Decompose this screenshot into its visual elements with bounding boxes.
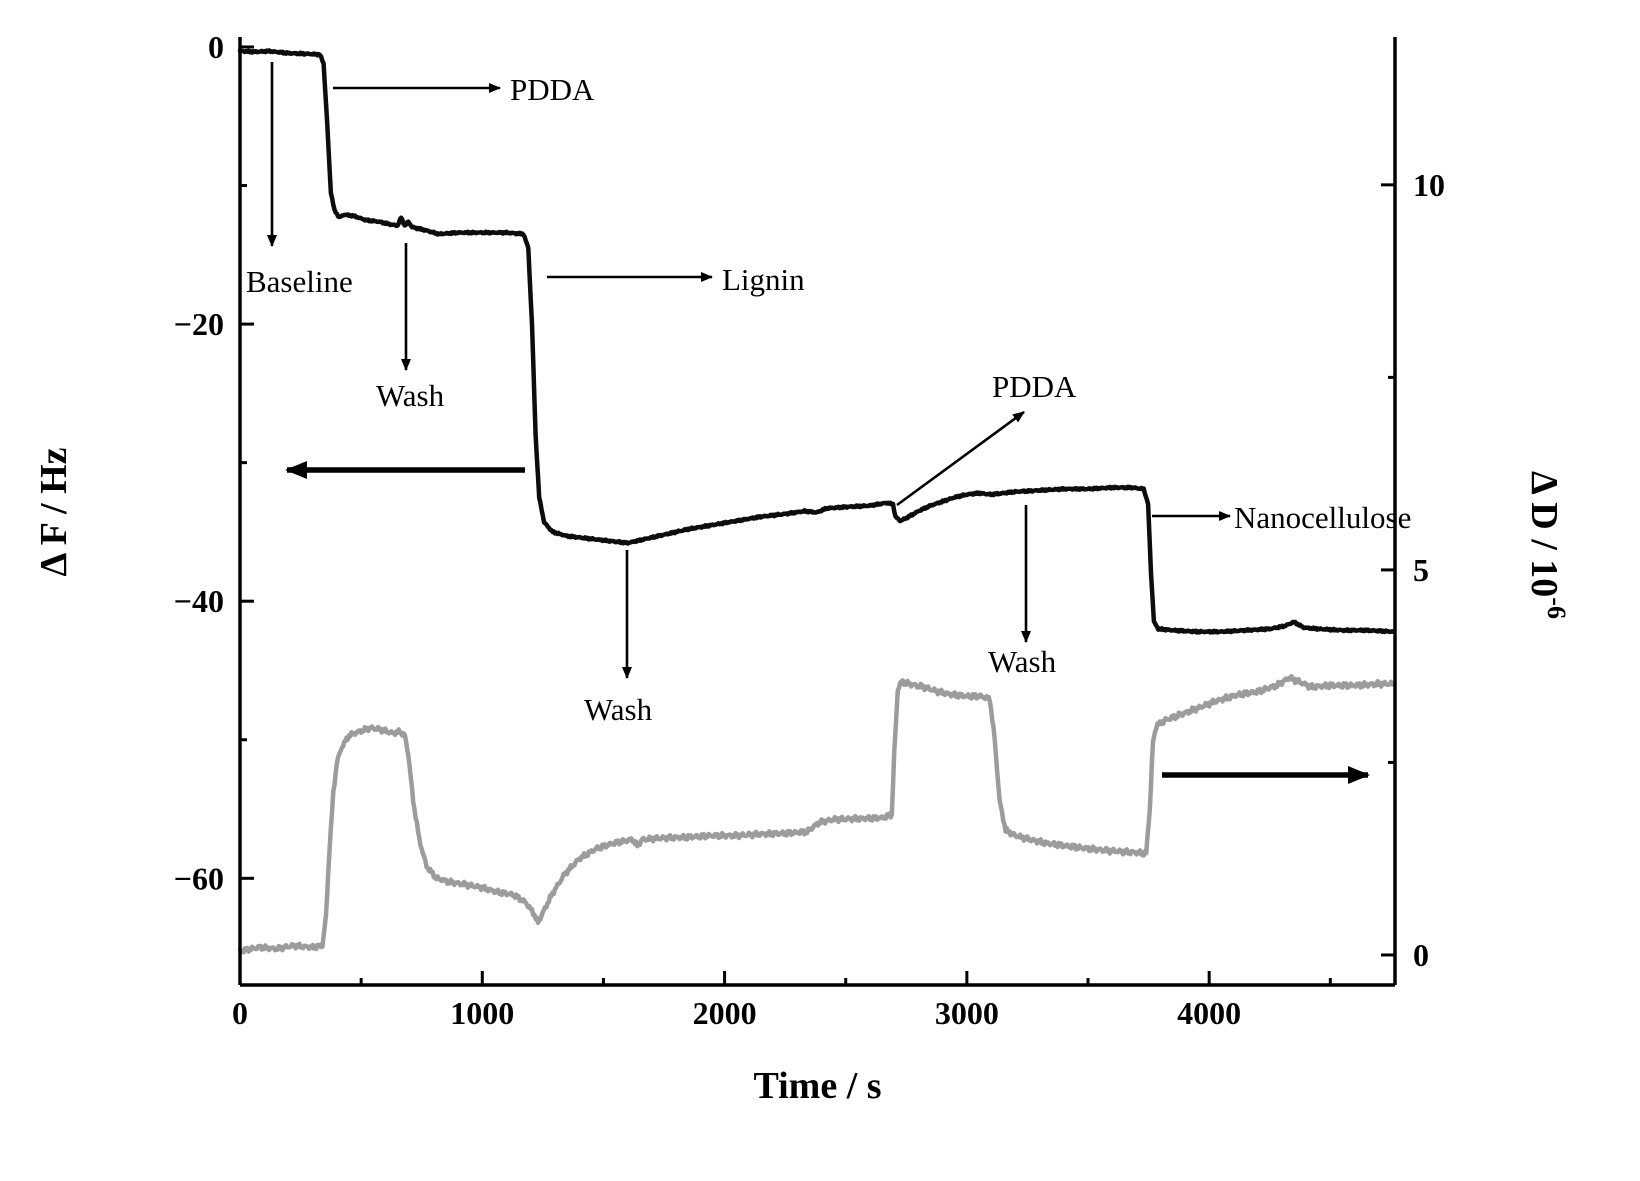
- left-tick-label: −20: [174, 306, 224, 342]
- y-axis-left-title: Δ F / Hz: [33, 447, 75, 576]
- left-tick-label: −40: [174, 583, 224, 619]
- tick-labels: 0 1000 2000 3000 4000 0 −20 −40 −60 10 5 0: [174, 29, 1445, 1031]
- annotation-label-pdda-2: PDDA: [992, 369, 1077, 404]
- annotation-label-wash-2: Wash: [584, 692, 653, 727]
- annotation-label-pdda-1: PDDA: [510, 72, 595, 107]
- right-tick-label: 5: [1413, 552, 1429, 588]
- annotation-label-lignin: Lignin: [722, 262, 805, 297]
- left-tick-label: 0: [208, 29, 224, 65]
- annotation-baseline: Baseline: [246, 62, 353, 299]
- annotation-nanocellulose: Nanocellulose: [1152, 500, 1411, 535]
- x-tick-label: 3000: [935, 995, 999, 1031]
- right-tick-label: 0: [1413, 937, 1429, 973]
- left-tick-label: −60: [174, 860, 224, 896]
- annotation-lignin: Lignin: [547, 262, 805, 297]
- annotation-pdda-2: PDDA: [896, 369, 1077, 507]
- annotation-wash-2: Wash: [584, 550, 653, 727]
- annotations: Baseline PDDA Wash Lignin Wash PDDA Wash Nanoce…: [246, 62, 1411, 784]
- x-tick-label: 2000: [693, 995, 757, 1031]
- x-tick-label: 4000: [1177, 995, 1241, 1031]
- x-axis-title: Time / s: [753, 1065, 881, 1107]
- annotation-wash-1: Wash: [376, 243, 445, 413]
- annotation-arrow: [896, 410, 1025, 507]
- x-tick-label: 1000: [450, 995, 514, 1031]
- annotation-label-nanocellulose: Nanocellulose: [1234, 500, 1411, 535]
- annotation-label-wash-1: Wash: [376, 378, 445, 413]
- right-tick-label: 10: [1413, 167, 1445, 203]
- annotation-label-baseline: Baseline: [246, 264, 353, 299]
- series-delta-F-frequency: [237, 48, 1396, 635]
- annotation-wash-3: Wash: [988, 505, 1057, 679]
- series-delta-D-dissipation: [237, 673, 1396, 955]
- x-tick-label: 0: [232, 995, 248, 1031]
- y-axis-right-title: Δ D / 10-6: [1523, 471, 1571, 619]
- ticks: [238, 45, 1395, 985]
- annotation-label-wash-3: Wash: [988, 644, 1057, 679]
- axes: [238, 37, 1397, 987]
- annotation-pdda-1: PDDA: [333, 72, 595, 107]
